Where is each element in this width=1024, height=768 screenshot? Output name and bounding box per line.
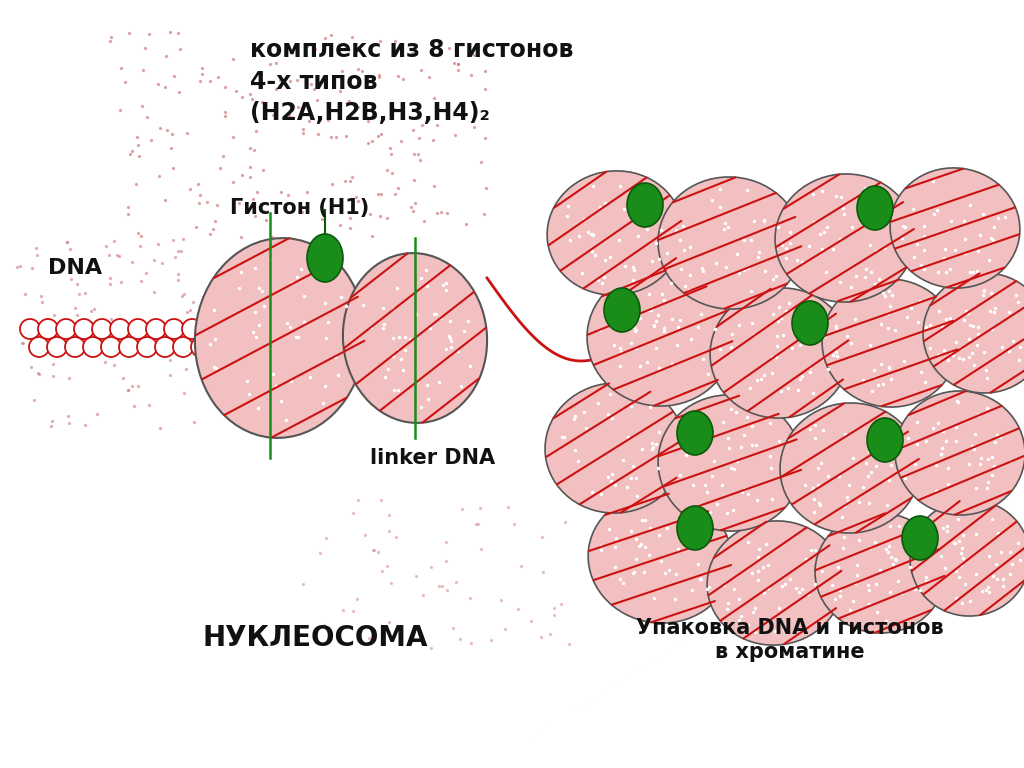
- Ellipse shape: [708, 521, 843, 645]
- Circle shape: [47, 337, 67, 357]
- Ellipse shape: [545, 383, 685, 513]
- Ellipse shape: [902, 516, 938, 560]
- Circle shape: [182, 319, 202, 339]
- Text: DNA: DNA: [48, 258, 102, 278]
- Ellipse shape: [890, 168, 1020, 288]
- Circle shape: [65, 337, 85, 357]
- Ellipse shape: [710, 288, 850, 418]
- Ellipse shape: [775, 174, 915, 302]
- Ellipse shape: [587, 270, 733, 406]
- Circle shape: [38, 319, 58, 339]
- Circle shape: [191, 337, 211, 357]
- Ellipse shape: [588, 493, 732, 623]
- Ellipse shape: [547, 170, 683, 295]
- Text: НУКЛЕОСОМА: НУКЛЕОСОМА: [203, 624, 428, 652]
- Circle shape: [74, 319, 94, 339]
- Text: Гистон (H1): Гистон (H1): [230, 198, 370, 218]
- Circle shape: [128, 319, 148, 339]
- Ellipse shape: [195, 238, 366, 438]
- Ellipse shape: [815, 513, 945, 633]
- Ellipse shape: [780, 403, 920, 533]
- Circle shape: [110, 319, 130, 339]
- Ellipse shape: [895, 391, 1024, 515]
- Ellipse shape: [658, 177, 802, 309]
- Circle shape: [83, 337, 103, 357]
- Ellipse shape: [604, 288, 640, 332]
- Circle shape: [20, 319, 40, 339]
- Ellipse shape: [677, 506, 713, 550]
- Ellipse shape: [822, 279, 957, 407]
- Circle shape: [29, 337, 49, 357]
- Circle shape: [119, 337, 139, 357]
- Ellipse shape: [307, 234, 343, 282]
- Ellipse shape: [343, 253, 487, 423]
- Circle shape: [164, 319, 184, 339]
- Circle shape: [101, 337, 121, 357]
- Circle shape: [146, 319, 166, 339]
- Circle shape: [137, 337, 157, 357]
- Circle shape: [56, 319, 76, 339]
- Ellipse shape: [627, 183, 663, 227]
- Ellipse shape: [857, 186, 893, 230]
- Circle shape: [173, 337, 193, 357]
- Circle shape: [92, 319, 112, 339]
- Text: linker DNA: linker DNA: [370, 448, 496, 468]
- Circle shape: [155, 337, 175, 357]
- Text: комплекс из 8 гистонов
4-х типов
(H2A,H2B,H3,H4)₂: комплекс из 8 гистонов 4-х типов (H2A,H2…: [250, 38, 573, 125]
- Ellipse shape: [910, 500, 1024, 616]
- Text: Упаковка DNA и гистонов
в хроматине: Упаковка DNA и гистонов в хроматине: [636, 618, 944, 661]
- Ellipse shape: [923, 273, 1024, 393]
- Ellipse shape: [658, 395, 802, 531]
- Ellipse shape: [792, 301, 828, 345]
- Ellipse shape: [867, 418, 903, 462]
- Ellipse shape: [677, 411, 713, 455]
